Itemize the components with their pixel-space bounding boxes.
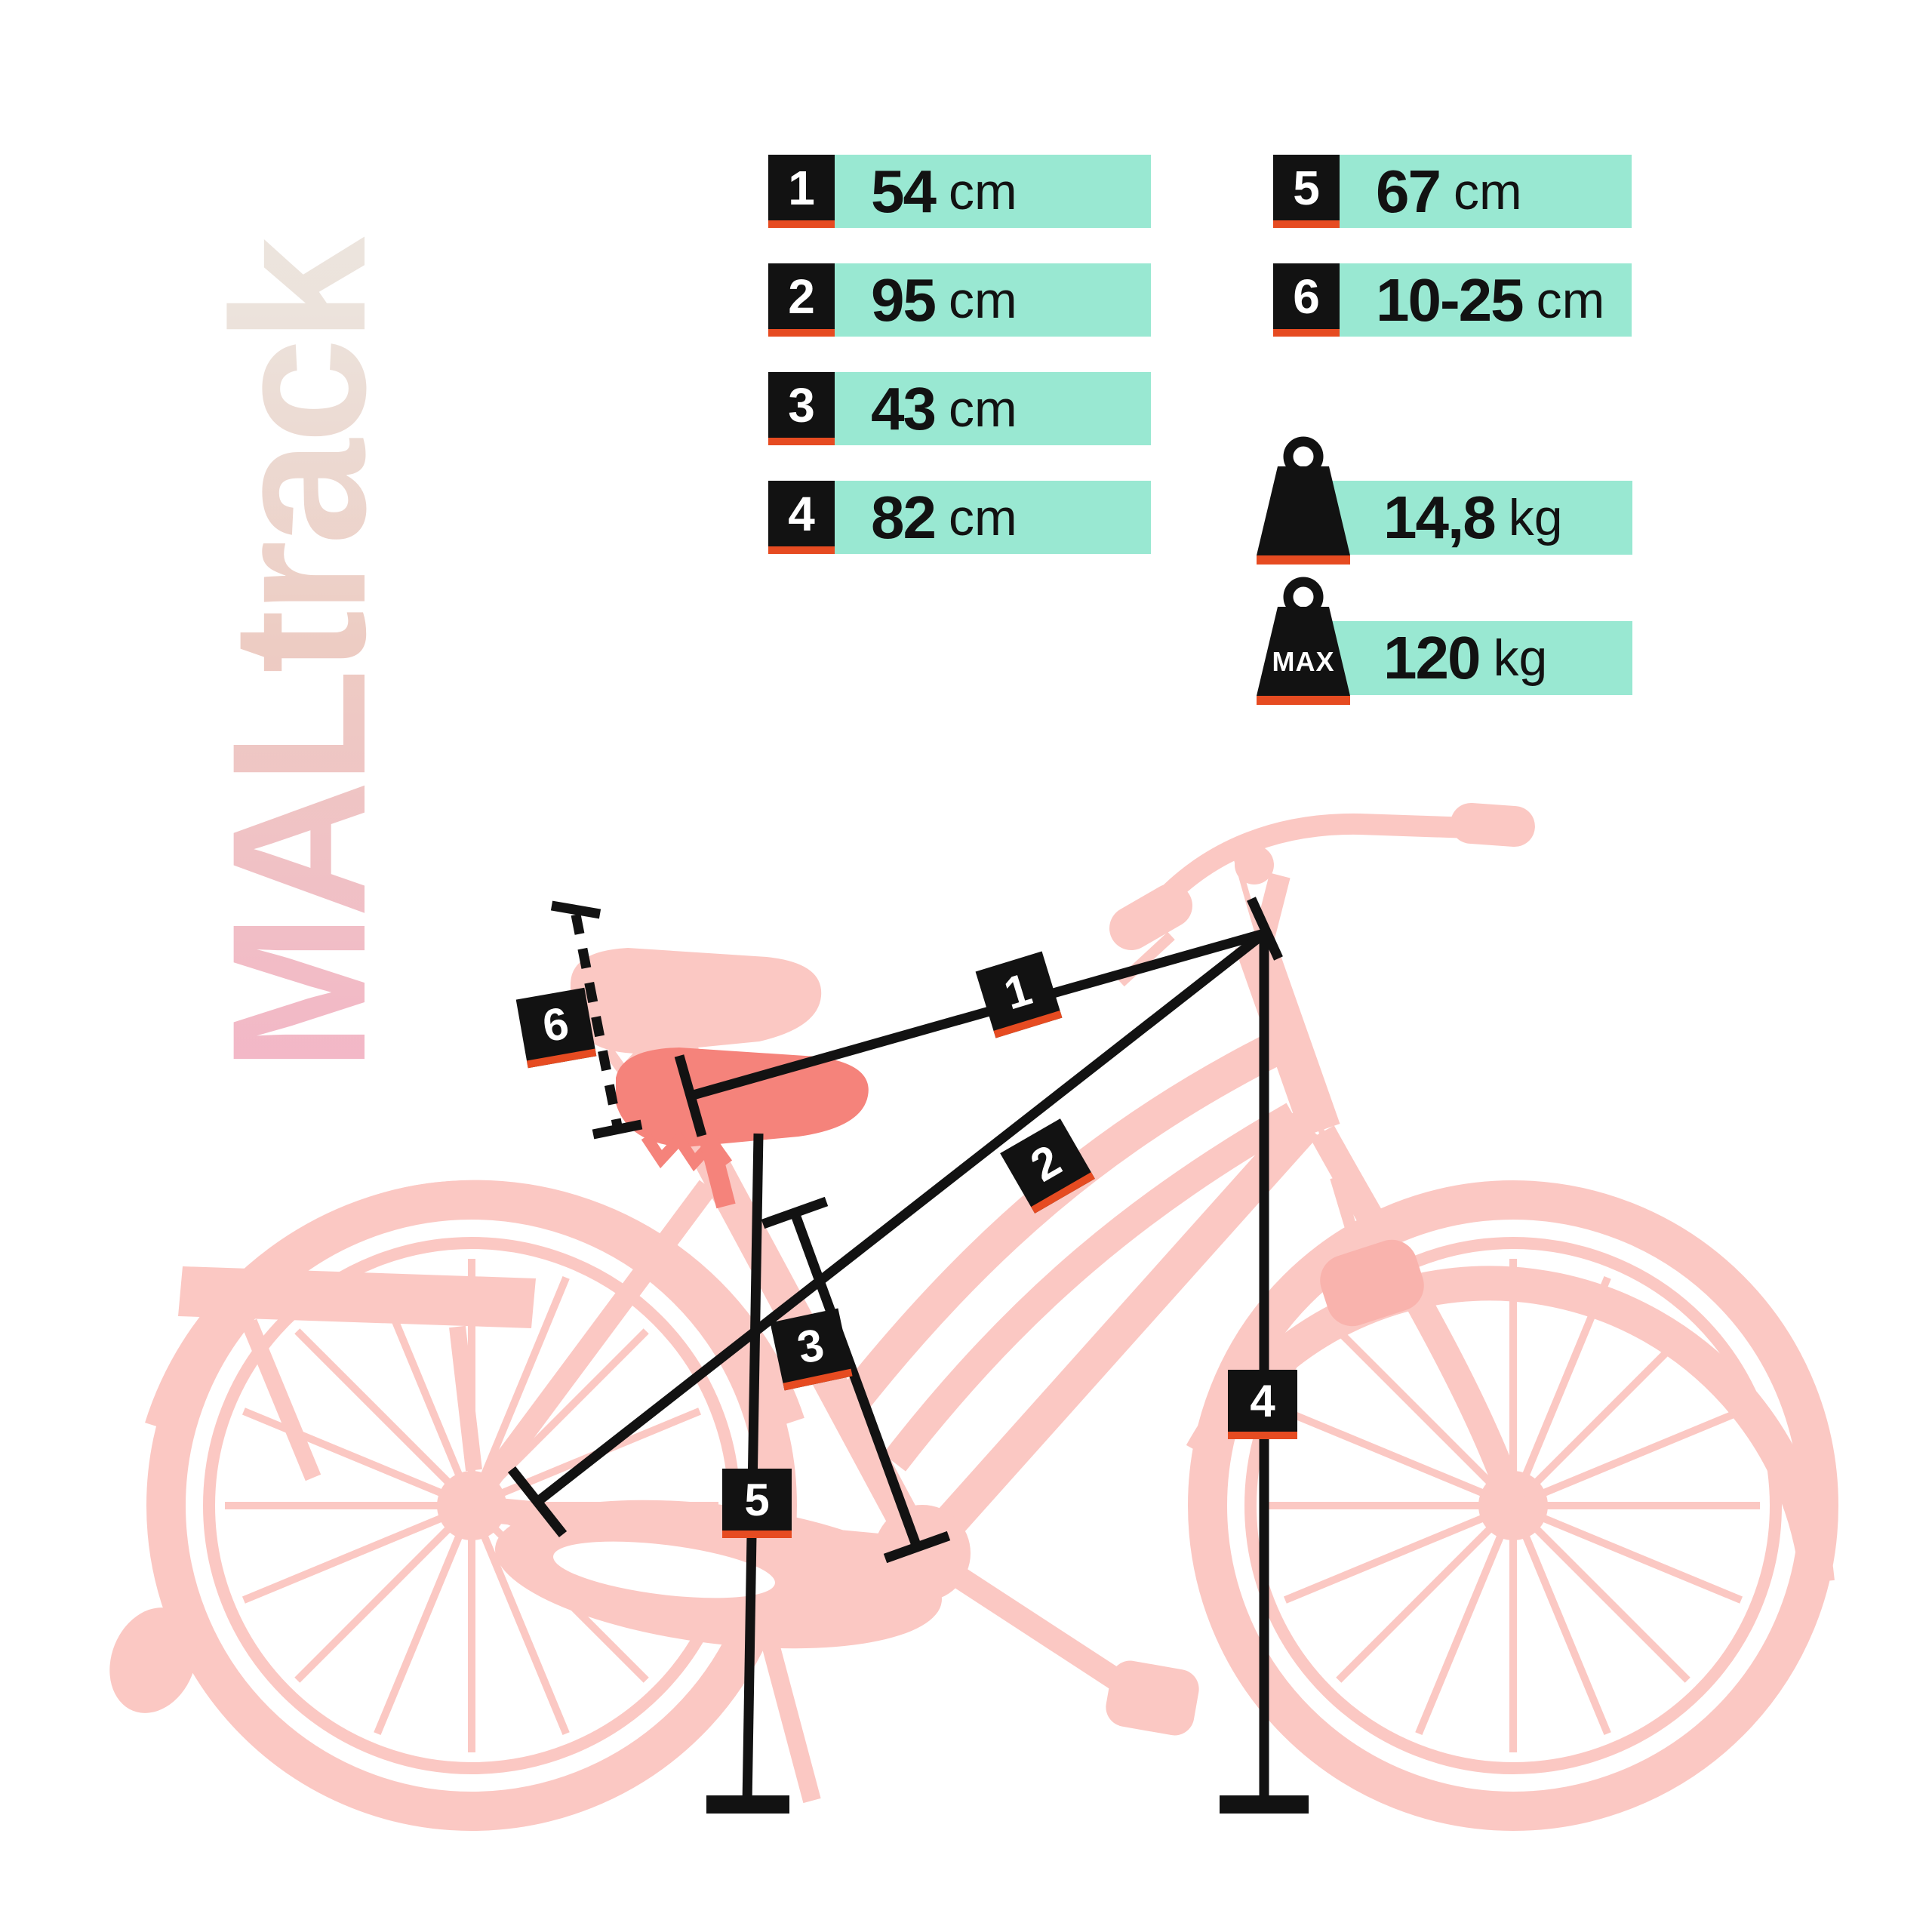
mudflap — [109, 1607, 197, 1713]
measurement-3-unit: cm — [948, 380, 1017, 438]
measurement-5-value: 67 — [1376, 157, 1441, 225]
measurement-6-value: 10-25 — [1376, 266, 1524, 334]
measurement-6-badge: 6 — [1273, 263, 1340, 337]
seatpost — [698, 1133, 736, 1209]
measurement-2-badge: 2 — [768, 263, 835, 337]
front-fork — [1310, 1125, 1527, 1511]
measurement-row-5: 5 67 cm — [1273, 155, 1632, 228]
measurement-1-unit: cm — [948, 162, 1017, 220]
bike-weight-value: 14,8 — [1383, 484, 1497, 551]
bike-weight-unit: kg — [1508, 489, 1563, 546]
front-fender — [1186, 1266, 1835, 1584]
measurement-row-6: 6 10-25 cm — [1273, 263, 1632, 337]
measurement-3-value: 43 — [871, 374, 937, 442]
bell — [1235, 845, 1274, 884]
measurement-5-badge: 5 — [1273, 155, 1340, 228]
max-load-value: 120 — [1383, 624, 1481, 691]
pedal — [1106, 1660, 1199, 1736]
marker-number: 2 — [1022, 1134, 1069, 1192]
badge-number: 1 — [788, 160, 815, 215]
seat-stay — [480, 1180, 717, 1487]
measurement-row-4: 4 82 cm — [768, 481, 1151, 554]
max-load-row: 120 kg — [1331, 621, 1632, 695]
badge-number: 5 — [1293, 160, 1320, 215]
down-tube — [909, 1112, 1319, 1565]
bike-weight-row: 14,8 kg — [1331, 481, 1632, 555]
badge-number: 4 — [788, 486, 815, 541]
measurement-4-value: 82 — [871, 483, 937, 551]
measurement-6-unit: cm — [1536, 271, 1605, 329]
max-load-unit: kg — [1493, 629, 1548, 687]
crank-arm — [915, 1543, 1137, 1699]
rear-rack — [178, 1266, 536, 1328]
measurement-row-3: 3 43 cm — [768, 372, 1151, 445]
saddle-raised-ghost — [571, 948, 822, 1054]
measurement-2-value: 95 — [871, 266, 937, 334]
diagram-marker-5: 5 — [722, 1469, 792, 1538]
measurement-3-badge: 3 — [768, 372, 835, 445]
marker-number: 5 — [744, 1474, 770, 1525]
diagram-marker-4: 4 — [1228, 1370, 1297, 1439]
badge-number: 6 — [1293, 269, 1320, 324]
measurement-1-badge: 1 — [768, 155, 835, 228]
badge-number: 3 — [788, 377, 815, 432]
diagram-marker-6: 6 — [515, 987, 597, 1069]
measurement-5-unit: cm — [1453, 162, 1522, 220]
marker-number: 3 — [792, 1318, 829, 1374]
measurement-4-badge: 4 — [768, 481, 835, 554]
weight-icon — [1257, 436, 1350, 565]
measurement-row-2: 2 95 cm — [768, 263, 1151, 337]
max-weight-icon — [1257, 577, 1350, 705]
dim-line-2 — [534, 929, 1268, 1506]
measurement-4-unit: cm — [948, 488, 1017, 546]
dim-line-6-dashed — [571, 913, 623, 1128]
measurement-row-1: 1 54 cm — [768, 155, 1151, 228]
marker-number: 6 — [538, 997, 573, 1051]
dim-line-1 — [689, 928, 1266, 1101]
measurement-2-unit: cm — [948, 271, 1017, 329]
kickstand — [747, 1588, 821, 1804]
diagram-marker-3: 3 — [770, 1308, 853, 1391]
max-badge: MAX — [1272, 646, 1335, 677]
headlamp — [1320, 1239, 1424, 1327]
dim-line-3 — [789, 1211, 922, 1549]
marker-number: 1 — [998, 963, 1038, 1020]
badge-number: 2 — [788, 269, 815, 324]
measurement-1-value: 54 — [871, 157, 937, 225]
marker-number: 4 — [1250, 1375, 1275, 1426]
